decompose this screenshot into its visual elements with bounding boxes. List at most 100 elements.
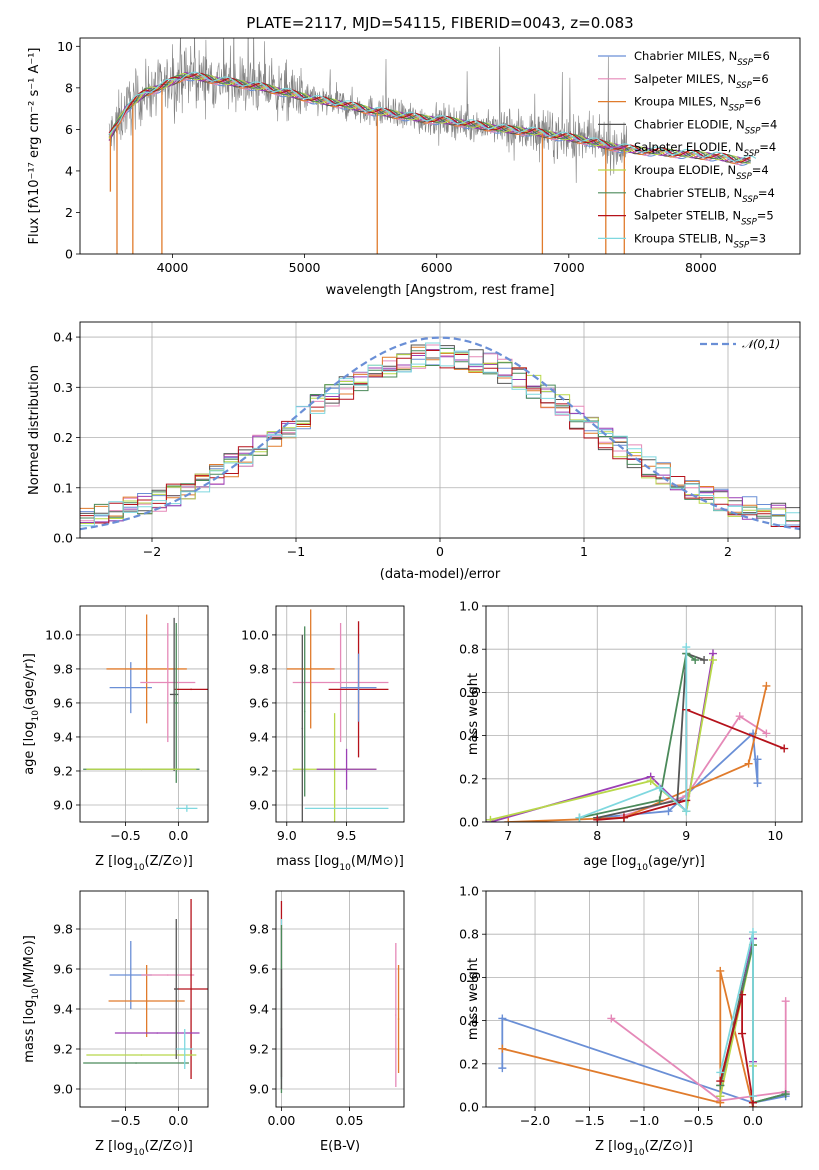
data-point <box>345 807 348 810</box>
y-tick-label: 0.0 <box>459 815 479 830</box>
model-line-6 <box>108 73 751 164</box>
spectrum-ylabel: Flux [fλ10⁻¹⁷ erg cm⁻² s⁻¹ A⁻¹] <box>27 48 42 245</box>
label-sub: 10 <box>633 1148 645 1158</box>
y-tick-label: 9.2 <box>249 763 269 778</box>
weight-marker <box>762 729 771 738</box>
label-part: age [ <box>583 854 616 869</box>
weight-marker <box>504 818 513 822</box>
age-vs-mass-xlabel: mass [log10(M/M⊙)] <box>276 854 404 873</box>
figure-title: PLATE=2117, MJD=54115, FIBERID=0043, z=0… <box>246 14 633 32</box>
x-tick-label: 5000 <box>289 260 321 275</box>
histogram-step-9 <box>80 342 800 527</box>
mass-vs-Z-panel: −0.5 0.09.09.29.49.69.8Z [log10(Z/Z⊙)]mas… <box>22 890 209 1158</box>
legend-label-end: =6 <box>744 95 761 109</box>
x-tick-label: 0.0 <box>168 828 188 843</box>
label-part: (Z/Z⊙)] <box>645 1139 693 1154</box>
x-tick-label: −1 <box>287 544 305 559</box>
y-tick-label: 0.8 <box>459 642 479 657</box>
weight-marker <box>682 643 691 652</box>
normal-legend-label: 𝒩(0,1) <box>742 337 780 351</box>
spectrum-xlabel: wavelength [Angstrom, rest frame] <box>326 283 555 298</box>
legend-label-end: =4 <box>758 186 775 200</box>
weight-marker <box>781 997 790 1006</box>
data-point <box>167 681 169 684</box>
y-tick-label: 4 <box>65 163 73 178</box>
data-point <box>357 686 360 689</box>
legend-label: Kroupa MILES, NSSP=6 <box>634 95 761 114</box>
legend-label-main: Chabrier ELODIE, N <box>634 117 745 131</box>
x-tick-label: 0 <box>436 544 444 559</box>
weight-marker <box>498 1014 507 1023</box>
y-tick-label: 9.0 <box>249 797 269 812</box>
legend-label-sub: SSP <box>741 218 757 228</box>
y-tick-label: 0.4 <box>459 1013 479 1028</box>
label-part: mass [ <box>22 1019 37 1062</box>
x-tick-label: 0.00 <box>268 1113 296 1128</box>
mass-vs-EBV-marks <box>280 901 400 1093</box>
x-tick-label: 8000 <box>685 260 717 275</box>
weight-marker <box>738 1029 747 1038</box>
x-tick-label: 0.0 <box>168 1113 188 1128</box>
y-tick-label: 2 <box>65 205 73 220</box>
label-sub: 10 <box>133 1148 145 1158</box>
legend-label-main: Kroupa MILES, N <box>634 95 729 109</box>
y-tick-label: 9.6 <box>249 962 269 977</box>
mass-weight-vs-age-ylabel: mass weight <box>466 673 481 755</box>
residuals-xlabel: (data-model)/error <box>380 567 501 582</box>
label-part: mass [ <box>276 854 319 869</box>
label-part: Z [ <box>95 1139 113 1154</box>
weight-marker <box>716 966 725 975</box>
label-sub: 10 <box>31 710 41 722</box>
spectrum-panel: 4000 5000 6000 7000 8000 0 2 4 6 8 10 Chabrier MILE… <box>27 37 801 298</box>
y-tick-label: 1.0 <box>459 599 479 614</box>
weight-line-6 <box>490 659 714 821</box>
weight-line-5 <box>490 653 714 822</box>
data-point <box>186 807 188 810</box>
data-point <box>190 988 192 990</box>
weight-marker <box>486 815 495 822</box>
legend-label-sub: SSP <box>745 126 761 136</box>
y-tick-label: 0.4 <box>459 728 479 743</box>
x-tick-label: −0.5 <box>110 1113 140 1128</box>
label-part: log <box>613 1139 633 1154</box>
label-part: (age/yr)] <box>22 653 37 710</box>
y-tick-label: 9.0 <box>53 1082 73 1097</box>
residuals-ylabel: Normed distribution <box>27 365 42 495</box>
x-tick-label: 2 <box>724 544 732 559</box>
label-sub: 10 <box>31 988 41 1000</box>
label-part: (Z/Z⊙)] <box>145 854 193 869</box>
weight-marker <box>593 815 602 822</box>
label-part: E(B-V) <box>320 1139 360 1154</box>
y-tick-label: 9.4 <box>53 1002 73 1017</box>
legend-label-sub: SSP <box>736 172 752 182</box>
mass-weight-vs-Z-panel: −2.0 −1.5 −1.0 −0.5 0.0 0.0 0.2 0.4 0.6 0.8 1.0 Z [… <box>459 884 803 1158</box>
legend-label-end: =3 <box>749 231 766 245</box>
mass-vs-EBV-frame <box>275 890 405 1108</box>
data-point <box>301 727 304 730</box>
legend-label: Salpeter MILES, NSSP=6 <box>634 72 769 91</box>
data-point <box>397 1018 400 1020</box>
legend-label-end: =4 <box>752 163 769 177</box>
data-point <box>395 1014 397 1016</box>
legend-label: Salpeter STELIB, NSSP=5 <box>634 209 774 228</box>
x-tick-label: 4000 <box>157 260 189 275</box>
observed-spectrum-line <box>108 38 628 183</box>
y-tick-label: 0 <box>65 247 73 262</box>
y-tick-label: 0.6 <box>459 685 479 700</box>
legend-label-main: Salpeter ELODIE, N <box>634 140 744 154</box>
age-vs-mass-frame <box>275 605 405 823</box>
legend-label-sub: SSP <box>737 58 753 68</box>
x-tick-label: −2.0 <box>520 1113 550 1128</box>
x-tick-label: 9.5 <box>337 828 357 843</box>
mass-weight-vs-Z-marks <box>498 928 790 1107</box>
legend-label-sub: SSP <box>736 81 752 91</box>
normal-curve <box>80 336 800 531</box>
data-point <box>280 1028 283 1030</box>
legend-label-end: =4 <box>760 117 777 131</box>
residuals-panel: −2 −1 0 1 2 0.0 0.1 0.2 0.3 0.4 𝒩(0,1) (data-model)… <box>27 321 801 582</box>
weight-marker <box>700 656 709 664</box>
age-vs-mass-panel: 9.0 9.5 9.0 9.2 9.4 9.6 9.8 10.0 mass [log10(M/M… <box>241 605 405 873</box>
weight-marker <box>716 1077 725 1086</box>
x-tick-label: 9 <box>682 828 690 843</box>
